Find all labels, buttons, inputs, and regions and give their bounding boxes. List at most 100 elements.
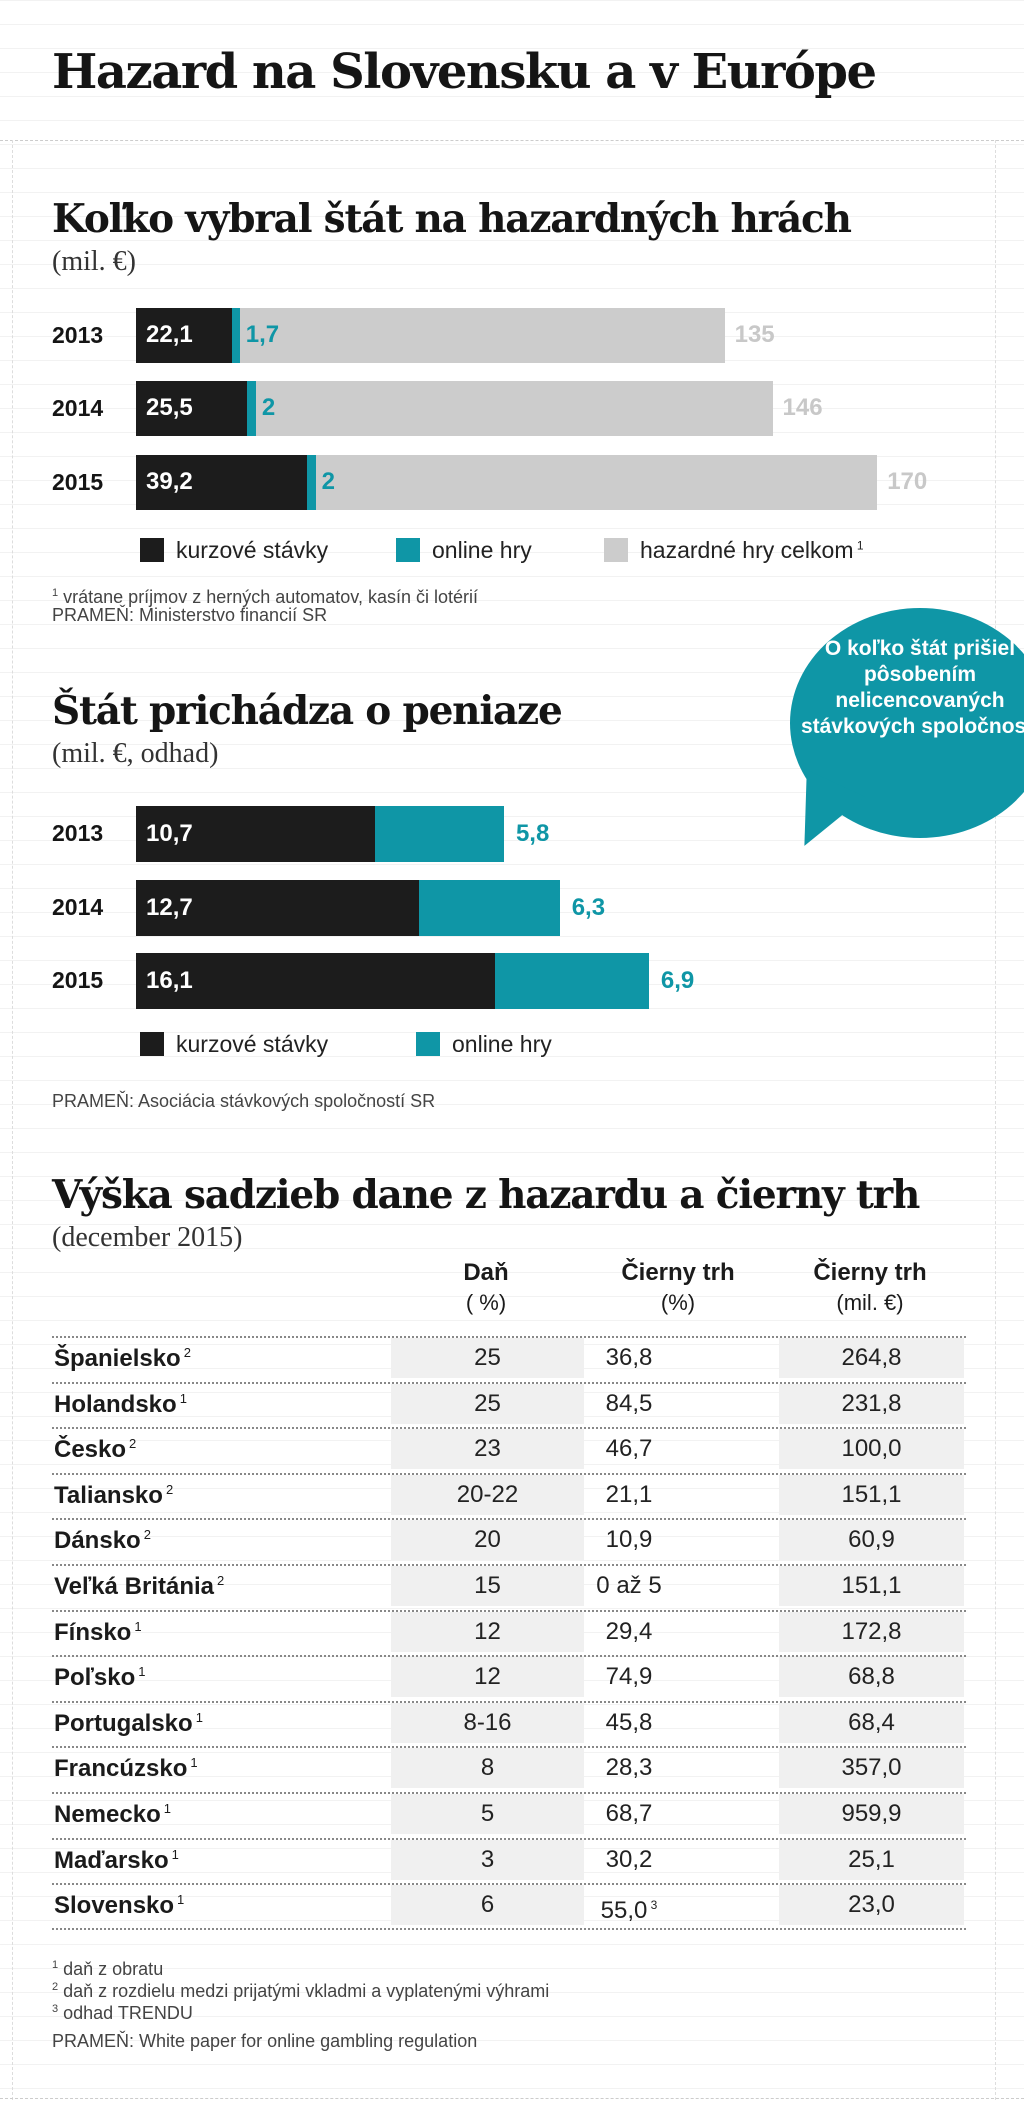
- table-row: 12 29,4 172,8 Fínsko 1: [52, 1609, 966, 1652]
- cell-value: 21,1: [605, 1480, 653, 1508]
- cell-value: 36,8: [605, 1344, 653, 1371]
- table-cell: 29,4: [537, 1612, 721, 1652]
- country-name: Maďarsko 1: [54, 1847, 179, 1875]
- table-column-header: Čierny trh (mil. €): [775, 1258, 965, 1318]
- country-name: Nemecko 1: [54, 1801, 171, 1829]
- bar-kurzove: [136, 806, 375, 862]
- cell-value: 84,5: [605, 1389, 653, 1417]
- cell-value: 15: [474, 1572, 501, 1599]
- bar-online: [374, 806, 504, 862]
- footnote-text: odhad TRENDU: [58, 2003, 193, 2023]
- country-label: Veľká Británia: [54, 1573, 214, 1600]
- legend-item: hazardné hry celkom 1: [604, 537, 864, 564]
- country-name: Španielsko 2: [54, 1345, 191, 1373]
- table-cell: 55,0 3: [537, 1885, 721, 1925]
- table-row: 3 30,2 25,1 Maďarsko 1: [52, 1837, 966, 1880]
- cell-value: 100,0: [841, 1435, 902, 1463]
- country-label: Maďarsko: [54, 1846, 169, 1874]
- legend-swatch: [140, 1032, 164, 1056]
- country-label: Holandsko: [54, 1390, 177, 1418]
- bar-label-kurzove: 22,1: [146, 321, 193, 348]
- cell-value: 8: [480, 1754, 495, 1782]
- cell-value: 68,8: [848, 1663, 895, 1691]
- cell-value: 46,7: [605, 1435, 653, 1463]
- column-name: Čierny trh: [813, 1259, 927, 1286]
- table-row: 8-16 45,8 68,4 Portugalsko 1: [52, 1700, 966, 1743]
- legend-item: kurzové stávky: [140, 537, 328, 564]
- table-title: Výška sadzieb dane z hazardu a čierny tr…: [52, 1172, 920, 1218]
- callout-bubble: [790, 608, 1024, 838]
- frame-divider-right: [995, 140, 996, 2100]
- bar-label-total: 170: [887, 468, 928, 495]
- table-cell: 15: [391, 1566, 584, 1606]
- table-cell: 8: [391, 1748, 584, 1789]
- bar-online: [495, 953, 649, 1009]
- cell-value: 25,1: [848, 1845, 895, 1873]
- table-column-header: Čierny trh (%): [583, 1258, 773, 1318]
- cell-value: 10,9: [605, 1526, 653, 1554]
- legend-label: online hry: [452, 1031, 552, 1057]
- chart2-title: Štát prichádza o peniaze: [52, 688, 563, 734]
- table-cell: 25,1: [779, 1839, 964, 1880]
- cell-value: 231,8: [841, 1389, 902, 1417]
- table-cell: 68,7: [537, 1794, 721, 1834]
- table-cell: 5: [391, 1794, 584, 1834]
- table-source: PRAMEŇ: White paper for online gambling …: [52, 2031, 478, 2051]
- cell-value: 68,4: [848, 1708, 895, 1736]
- table-row: 25 36,8 264,8 Španielsko 2: [52, 1336, 966, 1378]
- bar-online: [232, 308, 240, 363]
- legend-label: hazardné hry celkom: [640, 537, 854, 563]
- bar-kurzove: [136, 381, 248, 436]
- bar-label-online: 2: [321, 468, 335, 495]
- country-name: Česko 2: [54, 1436, 136, 1464]
- frame-divider-top: [0, 140, 1024, 141]
- country-name: Holandsko 1: [54, 1391, 187, 1419]
- chart1-subtitle: (mil. €): [52, 246, 136, 277]
- bar-label-online: 6,9: [660, 967, 695, 994]
- cell-value: 151,1: [841, 1572, 902, 1599]
- year-label: 2015: [52, 469, 104, 495]
- cell-value: 55,0: [600, 1897, 648, 1925]
- table-cell: 151,1: [779, 1474, 964, 1515]
- bar-kurzove: [136, 455, 307, 510]
- country-sup: 1: [179, 1390, 187, 1406]
- bar-kurzove: [136, 880, 420, 936]
- column-unit: (%): [660, 1290, 696, 1315]
- bar-label-kurzove: 25,5: [146, 394, 193, 421]
- bar-label-total: 135: [734, 321, 775, 348]
- cell-value: 25: [474, 1344, 501, 1371]
- country-label: Portugalsko: [54, 1709, 193, 1737]
- year-label: 2013: [52, 820, 104, 846]
- table-cell: 25: [391, 1338, 584, 1378]
- bar-online: [306, 455, 316, 510]
- legend-item: online hry: [416, 1031, 552, 1058]
- cell-value: 60,9: [848, 1526, 895, 1554]
- bar-label-online: 6,3: [571, 894, 606, 921]
- bar-label-kurzove: 39,2: [146, 468, 193, 495]
- table-cell: 357,0: [779, 1748, 964, 1789]
- country-label: Španielsko: [54, 1345, 181, 1372]
- table-cell: 36,8: [537, 1338, 721, 1378]
- cell-value: 25: [474, 1389, 501, 1417]
- table-cell: 23: [391, 1429, 584, 1470]
- table-footnote: 1 daň z obratu: [52, 1954, 163, 1980]
- cell-value: 30,2: [605, 1845, 653, 1873]
- column-name: Čierny trh: [621, 1259, 735, 1286]
- country-label: Francúzsko: [54, 1755, 188, 1783]
- year-label: 2014: [52, 894, 104, 920]
- table-cell: 100,0: [779, 1429, 964, 1470]
- table-row: 15 0 až 5 151,1 Veľká Británia 2: [52, 1564, 966, 1606]
- country-sup: 1: [163, 1801, 171, 1816]
- column-unit: ( %): [465, 1290, 507, 1315]
- column-name: Daň: [463, 1259, 509, 1286]
- cell-value: 6: [480, 1891, 495, 1919]
- table-cell: 28,3: [537, 1748, 721, 1788]
- country-sup: 1: [190, 1755, 198, 1771]
- cell-sup: 3: [647, 1898, 658, 1913]
- table-cell: 12: [391, 1657, 584, 1698]
- table-row: 20 10,9 60,9 Dánsko 2: [52, 1518, 966, 1561]
- bar-label-online: 2: [261, 394, 276, 421]
- country-label: Dánsko: [54, 1527, 141, 1555]
- table-cell: 84,5: [537, 1384, 721, 1424]
- footnote-text: daň z obratu: [58, 1959, 164, 1979]
